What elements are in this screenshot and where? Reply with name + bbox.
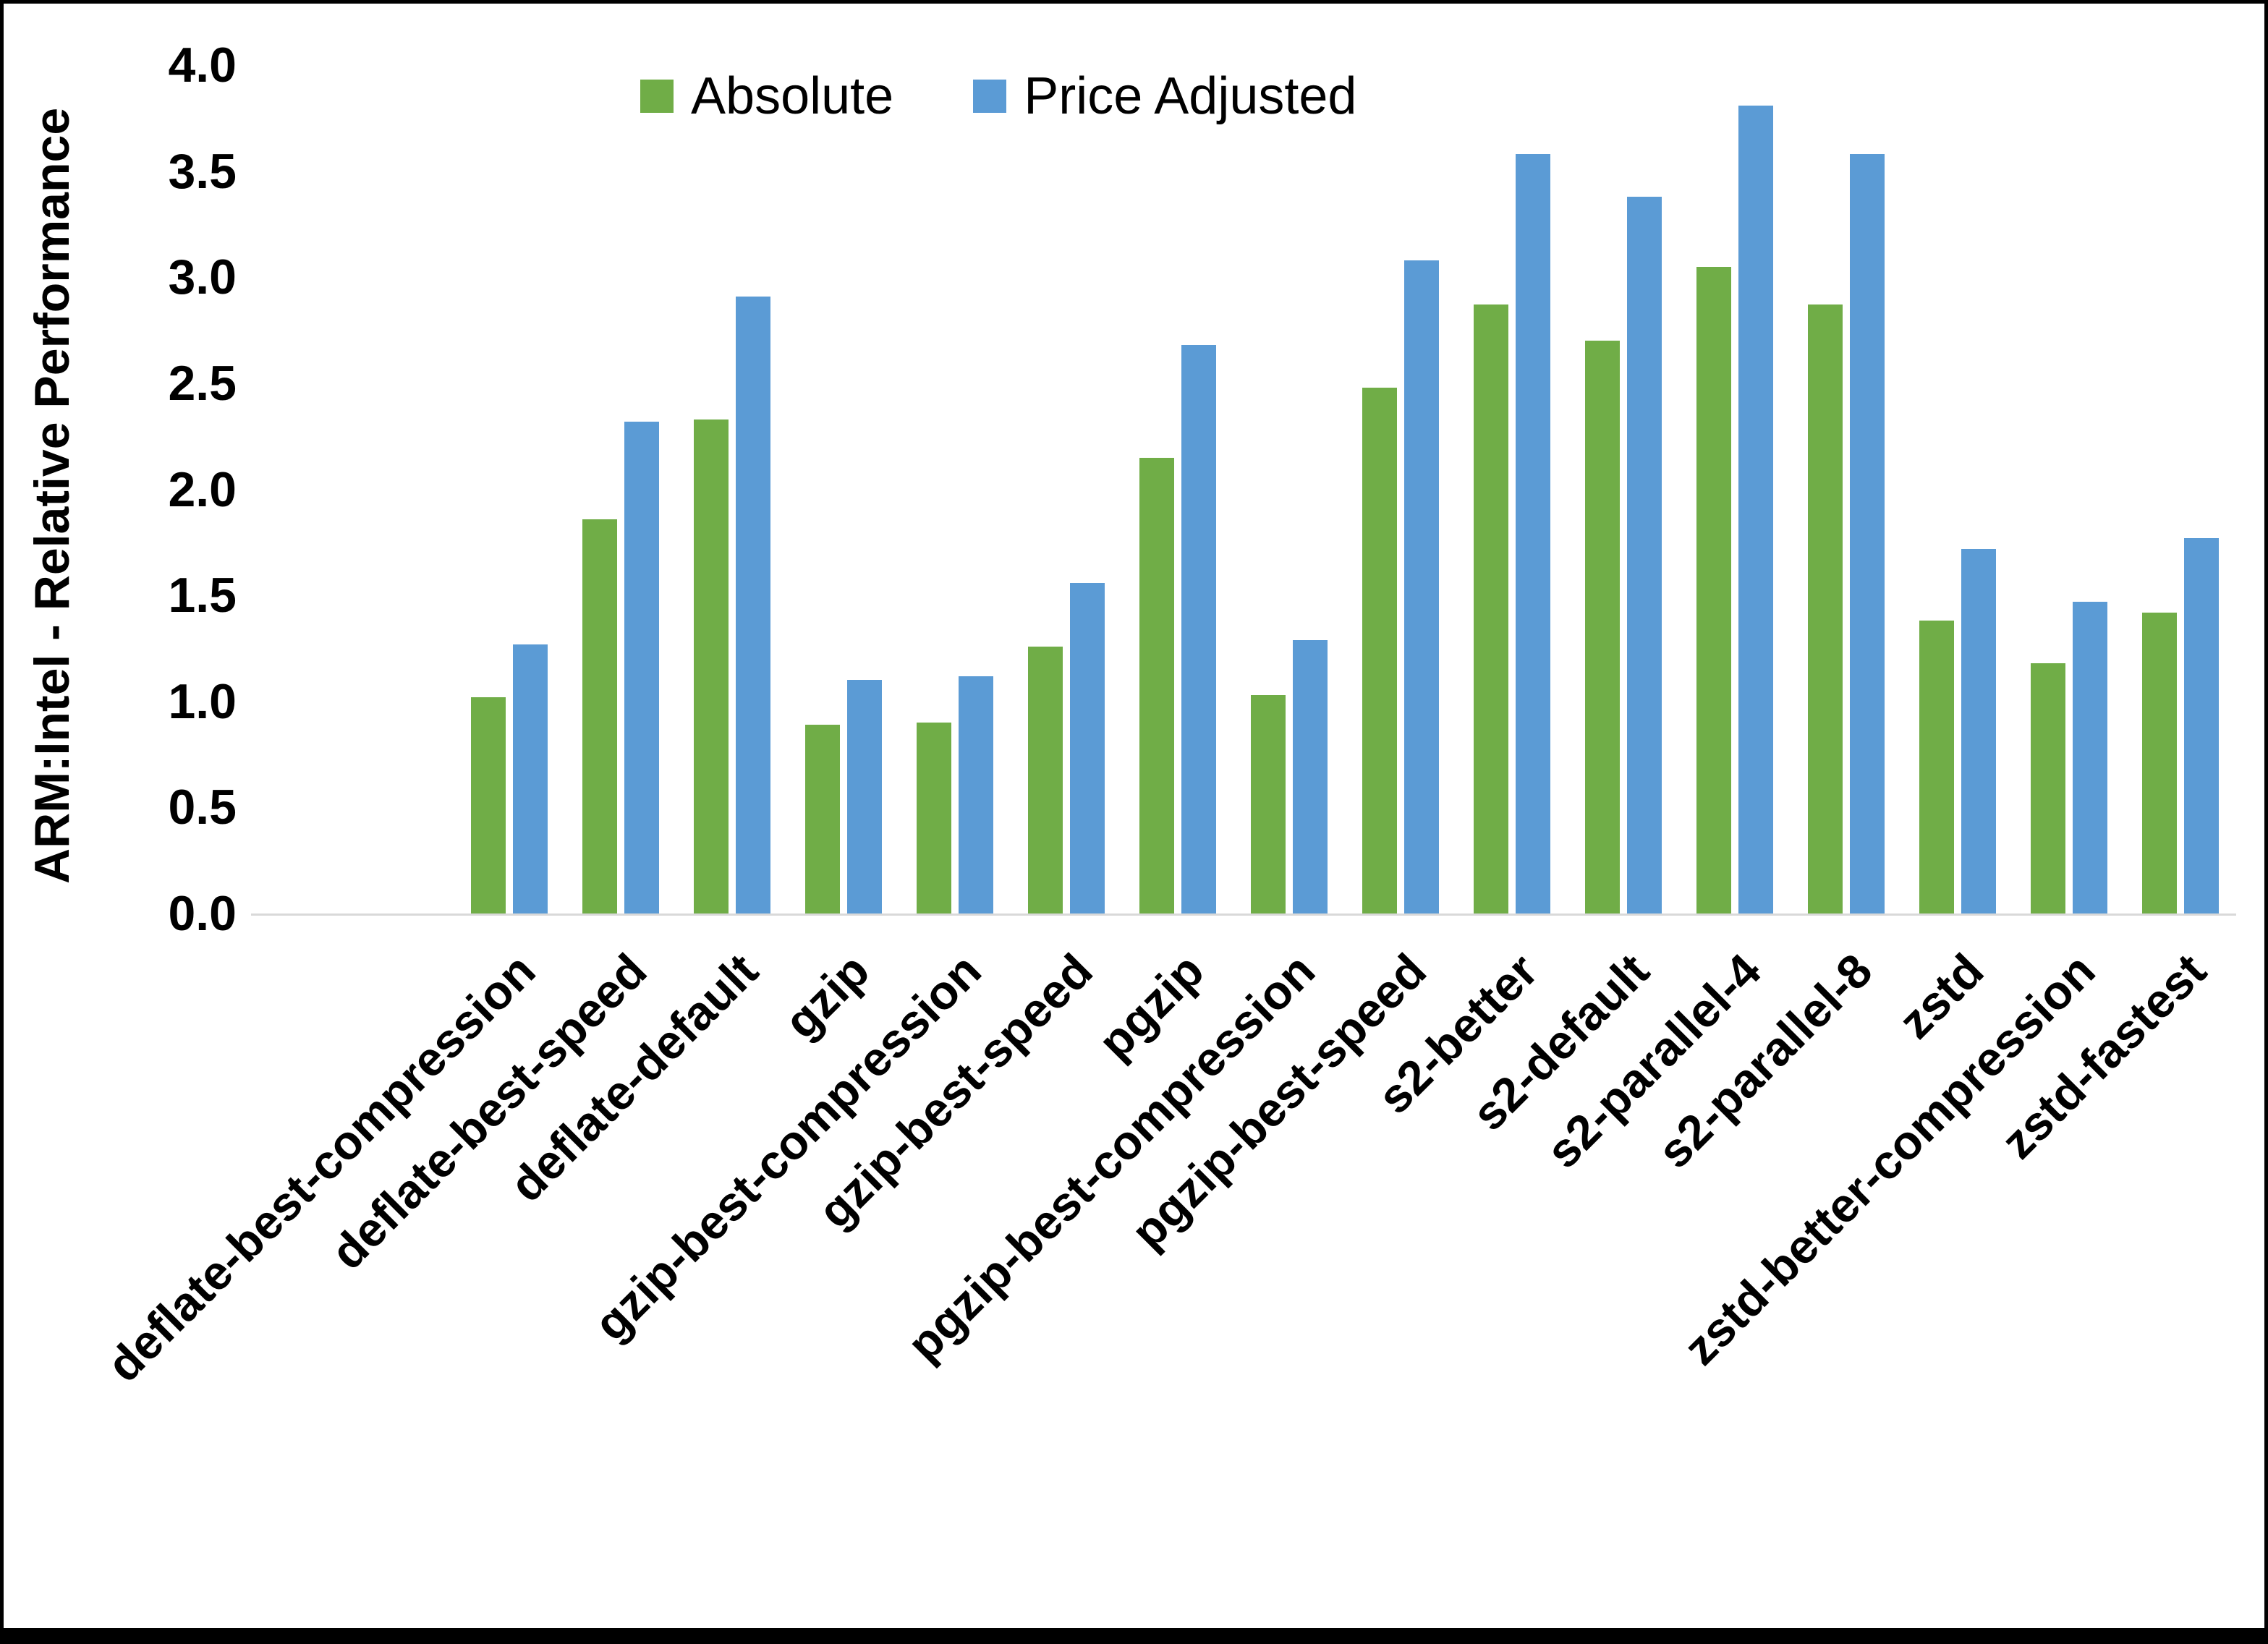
bar-absolute [1139, 457, 1174, 913]
x-axis-label: pgzip-best-compression [896, 943, 1325, 1371]
x-axis-label: deflate-best-compression [96, 943, 545, 1392]
y-tick-label: 0.5 [168, 780, 237, 835]
bar-price-adjusted [1850, 154, 1885, 913]
bar-absolute [1919, 621, 1954, 913]
bar-group [1791, 65, 1902, 913]
x-axis-labels: deflate-best-compression deflate-best-spe… [96, 924, 2236, 1575]
bar-group [1568, 65, 1679, 913]
bar-price-adjusted [1961, 548, 1996, 913]
x-axis-label: zstd-better-compression [1673, 943, 2105, 1376]
x-axis-label: pgzip-best-speed [1121, 943, 1437, 1259]
x-axis-label: zstd-fastest [1990, 943, 2217, 1169]
bar-price-adjusted [1627, 196, 1662, 913]
bar-absolute [1474, 304, 1508, 913]
bar-absolute [694, 419, 729, 913]
bar-price-adjusted [1181, 345, 1216, 913]
y-tick-label: 3.0 [168, 250, 237, 305]
legend-swatch-absolute [640, 80, 674, 113]
bar-price-adjusted [1293, 639, 1328, 913]
x-axis-line [251, 913, 2236, 916]
x-axis-label: deflate-best-speed [320, 943, 657, 1279]
bar-absolute [1028, 646, 1063, 913]
bar-absolute [471, 697, 506, 913]
y-tick-label: 2.5 [168, 355, 237, 411]
bar-price-adjusted [847, 680, 882, 913]
bar-price-adjusted [1516, 154, 1550, 913]
bar-group [2013, 65, 2125, 913]
bar-price-adjusted [1404, 260, 1439, 913]
bar-absolute [1251, 694, 1286, 913]
legend-item-price-adjusted: Price Adjusted [973, 70, 1356, 122]
bar-price-adjusted [1070, 582, 1105, 913]
bar-absolute [917, 723, 951, 913]
bar-price-adjusted [1738, 105, 1773, 913]
bar-price-adjusted [513, 644, 548, 913]
y-tick-label: 4.0 [168, 38, 237, 93]
bar-absolute [805, 725, 840, 913]
bar-absolute [2142, 612, 2177, 913]
bar-absolute [582, 519, 617, 913]
bar-group [899, 65, 1011, 913]
bar-absolute [1808, 304, 1843, 913]
bar-group [676, 65, 788, 913]
x-axis-label: s2-parallel-4 [1535, 943, 1771, 1178]
bar-absolute [2031, 663, 2065, 913]
bar-group [788, 65, 899, 913]
x-axis-label: s2-better [1367, 943, 1548, 1124]
x-axis-label: s2-parallel-8 [1647, 943, 1882, 1178]
bar-group [454, 65, 565, 913]
y-tick-label: 1.5 [168, 568, 237, 623]
bar-price-adjusted [736, 296, 770, 913]
x-axis-label: gzip [773, 943, 880, 1049]
x-axis-label: deflate-default [499, 943, 768, 1212]
y-tick-label: 0.0 [168, 886, 237, 941]
plot-area [251, 65, 2236, 916]
legend-label-price-adjusted: Price Adjusted [1024, 67, 1357, 125]
bar-group [1233, 65, 1345, 913]
bar-group [1456, 65, 1568, 913]
bar-price-adjusted [959, 676, 993, 913]
legend-item-absolute: Absolute [640, 70, 893, 122]
legend: Absolute Price Adjusted [640, 70, 1356, 122]
bar-absolute [1585, 341, 1620, 913]
bar-price-adjusted [2073, 601, 2107, 913]
x-axis-label: gzip-best-compression [583, 943, 991, 1351]
bar-group [1345, 65, 1456, 913]
legend-swatch-price-adjusted [973, 80, 1007, 113]
y-axis-ticks: 0.0 0.5 1.0 1.5 2.0 2.5 3.0 3.5 4.0 [4, 41, 242, 938]
bar-absolute [1696, 266, 1731, 913]
bar-group [1011, 65, 1122, 913]
y-tick-label: 2.0 [168, 461, 237, 517]
bar-group [1122, 65, 1233, 913]
x-axis-label: s2-default [1461, 943, 1660, 1141]
x-axis-label: gzip-best-speed [807, 943, 1103, 1238]
x-axis-label: zstd [1887, 943, 1994, 1049]
bar-groups [454, 65, 2236, 913]
x-axis-label: pgzip [1087, 943, 1214, 1070]
bar-group [565, 65, 676, 913]
bar-group [1679, 65, 1791, 913]
bar-absolute [1362, 387, 1397, 913]
y-tick-label: 1.0 [168, 673, 237, 729]
legend-label-absolute: Absolute [691, 67, 894, 125]
y-tick-label: 3.5 [168, 143, 237, 199]
bar-price-adjusted [624, 421, 659, 913]
bar-group [1902, 65, 2013, 913]
bar-group [2125, 65, 2236, 913]
bar-price-adjusted [2184, 537, 2219, 913]
